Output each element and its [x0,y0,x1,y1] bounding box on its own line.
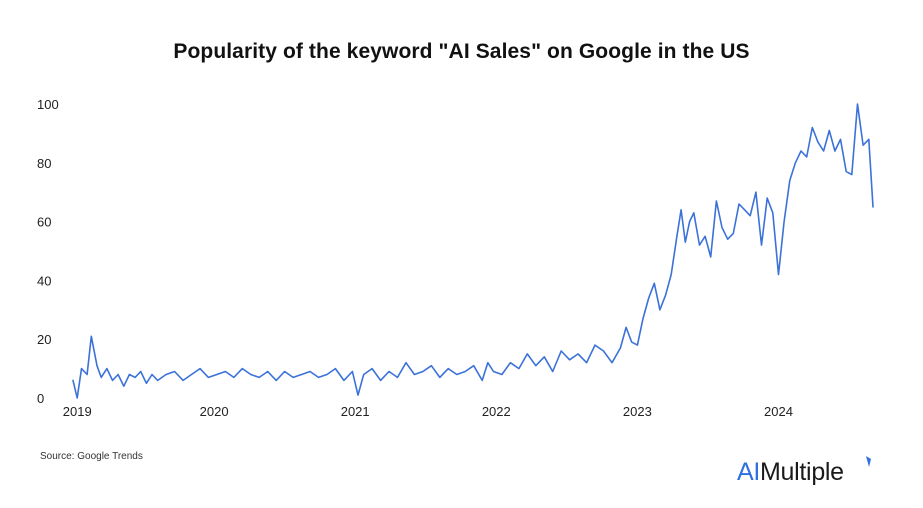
series-line [72,103,874,399]
y-tick-label: 0 [37,391,44,406]
chart-title: Popularity of the keyword "AI Sales" on … [173,40,750,63]
logo-prefix: AI [737,458,761,486]
x-tick-label: 2019 [63,404,92,419]
logo-mark-icon [866,456,871,467]
plot-area [72,103,874,399]
y-tick-label: 100 [37,97,59,112]
x-tick-label: 2021 [341,404,370,419]
y-axis: 0 20 40 60 80 100 [37,97,59,406]
x-tick-label: 2022 [482,404,511,419]
y-tick-label: 40 [37,273,51,288]
y-tick-label: 80 [37,156,51,171]
logo-rest: Multiple [760,458,844,486]
aimultiple-logo: AIMultiple [737,458,844,487]
x-axis: 2019 2020 2021 2022 2023 2024 [63,404,793,419]
x-tick-label: 2023 [623,404,652,419]
source-note: Source: Google Trends [40,451,143,462]
y-tick-label: 60 [37,215,51,230]
x-tick-label: 2024 [764,404,793,419]
y-tick-label: 20 [37,332,51,347]
line-chart: 0 20 40 60 80 100 2019 2020 2021 2022 2023 2024 [37,97,874,419]
x-tick-label: 2020 [200,404,229,419]
